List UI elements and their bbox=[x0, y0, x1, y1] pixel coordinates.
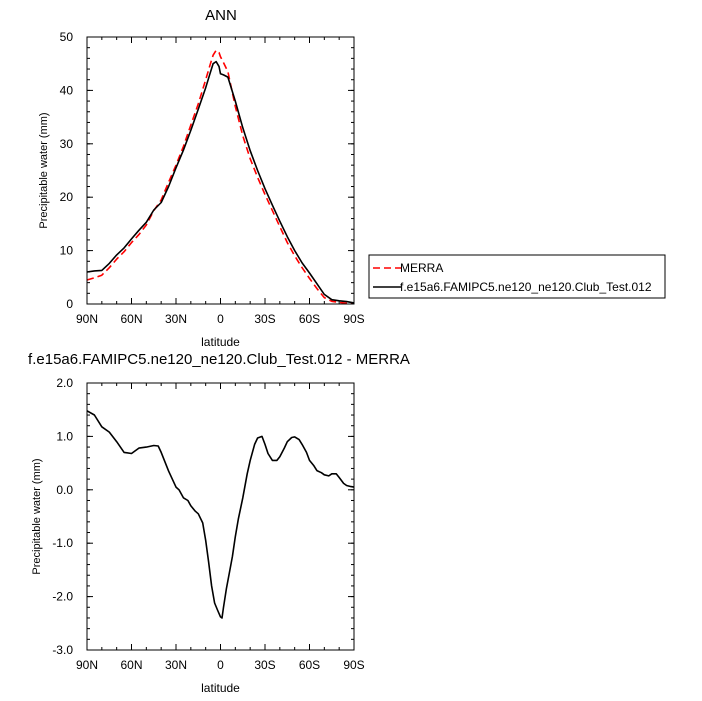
y-tick-label: 2.0 bbox=[56, 376, 73, 390]
legend-box bbox=[368, 254, 666, 299]
y-tick-label: 0.0 bbox=[56, 483, 73, 497]
x-tick-label: 30S bbox=[254, 312, 275, 326]
top-panel-x-axis-label: latitude bbox=[201, 335, 240, 349]
y-tick-label: -1.0 bbox=[52, 536, 73, 550]
top-panel-series-lines bbox=[86, 49, 355, 305]
y-tick-label: 40 bbox=[60, 83, 74, 97]
y-tick-label: 10 bbox=[60, 244, 74, 258]
bottom-panel-axes: 90N 60N 30N 0 30S 60S 90S -3.0 -2.0 -1.0 0.0 1.0 2.0 bbox=[52, 376, 364, 672]
y-tick-label: 20 bbox=[60, 190, 74, 204]
top-panel-y-axis-label: Precipitable water (mm) bbox=[38, 112, 50, 228]
x-tick-label: 0 bbox=[217, 312, 224, 326]
x-tick-label: 30N bbox=[165, 312, 187, 326]
series-line-merra bbox=[86, 49, 355, 305]
bottom-panel: f.e15a6.FAMIPC5.ne120_ne120.Club_Test.01… bbox=[28, 351, 410, 695]
x-tick-label: 60N bbox=[120, 658, 142, 672]
y-tick-label: 50 bbox=[60, 30, 74, 44]
x-tick-label: 90N bbox=[76, 658, 98, 672]
x-tick-label: 60N bbox=[120, 312, 142, 326]
x-tick-label: 90S bbox=[343, 312, 364, 326]
x-tick-label: 90S bbox=[343, 658, 364, 672]
y-tick-label: -3.0 bbox=[52, 643, 73, 657]
x-tick-label: 90N bbox=[76, 312, 98, 326]
series-line-f-e15a6-famipc5-ne120-ne120-club-test-012 bbox=[86, 60, 355, 304]
x-tick-label: 60S bbox=[299, 312, 320, 326]
x-tick-label: 30N bbox=[165, 658, 187, 672]
y-tick-label: 0 bbox=[66, 297, 73, 311]
top-panel: ANN 90N 60N 30N 0 30S 60S 90S 0 10 20 30 40 50 latit… bbox=[38, 7, 365, 349]
top-panel-title: ANN bbox=[205, 7, 237, 24]
x-tick-label: 60S bbox=[299, 658, 320, 672]
legend-entry-merra: MERRA bbox=[400, 261, 443, 275]
series-line bbox=[86, 410, 355, 619]
bottom-panel-plot-frame bbox=[86, 382, 355, 651]
top-panel-axes: 90N 60N 30N 0 30S 60S 90S 0 10 20 30 40 50 bbox=[60, 30, 365, 326]
y-tick-label: 30 bbox=[60, 137, 74, 151]
bottom-panel-series-lines bbox=[86, 410, 355, 619]
legend: MERRA f.e15a6.FAMIPC5.ne120_ne120.Club_T… bbox=[368, 254, 666, 299]
y-tick-label: -2.0 bbox=[52, 590, 73, 604]
legend-entry-model: f.e15a6.FAMIPC5.ne120_ne120.Club_Test.01… bbox=[400, 280, 652, 294]
y-tick-label: 1.0 bbox=[56, 429, 73, 443]
x-tick-label: 30S bbox=[254, 658, 275, 672]
x-tick-label: 0 bbox=[217, 658, 224, 672]
bottom-panel-y-axis-label: Precipitable water (mm) bbox=[31, 458, 43, 574]
bottom-panel-title: f.e15a6.FAMIPC5.ne120_ne120.Club_Test.01… bbox=[28, 351, 410, 368]
bottom-panel-x-axis-label: latitude bbox=[201, 681, 240, 695]
top-panel-plot-frame bbox=[86, 36, 355, 305]
